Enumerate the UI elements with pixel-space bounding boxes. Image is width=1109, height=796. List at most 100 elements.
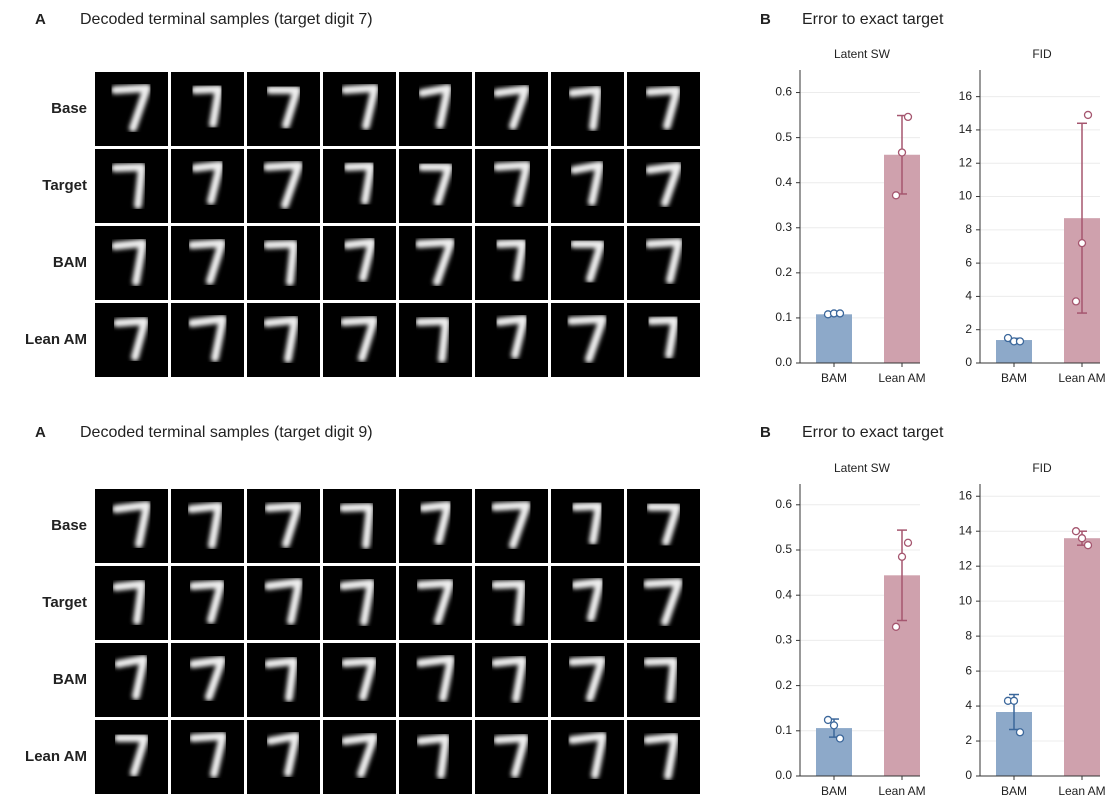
image-background bbox=[323, 149, 396, 223]
image-background bbox=[171, 720, 244, 794]
sample-image bbox=[399, 720, 472, 794]
chart-title: Latent SW bbox=[834, 461, 891, 475]
data-point bbox=[1017, 338, 1024, 345]
x-tick-label: BAM bbox=[1001, 371, 1027, 385]
sample-image bbox=[627, 720, 700, 794]
sample-image bbox=[551, 489, 624, 563]
data-point bbox=[1085, 111, 1092, 118]
y-tick-label: 0.3 bbox=[775, 633, 792, 647]
x-tick-label: BAM bbox=[1001, 784, 1027, 796]
image-background bbox=[475, 489, 548, 563]
y-tick-label: 2 bbox=[965, 322, 972, 336]
sample-image bbox=[171, 303, 244, 377]
image-background bbox=[399, 489, 472, 563]
sample-image bbox=[323, 720, 396, 794]
panel-letter: B bbox=[760, 424, 771, 441]
y-tick-label: 0.6 bbox=[775, 85, 792, 99]
data-point bbox=[893, 623, 900, 630]
sample-image bbox=[323, 643, 396, 717]
sample-image bbox=[323, 226, 396, 300]
y-tick-label: 0.6 bbox=[775, 497, 792, 511]
sample-image bbox=[247, 489, 320, 563]
sample-image bbox=[247, 566, 320, 640]
image-background bbox=[627, 489, 700, 563]
y-tick-label: 0.1 bbox=[775, 723, 792, 737]
image-background bbox=[475, 566, 548, 640]
image-background bbox=[627, 149, 700, 223]
sample-image bbox=[475, 489, 548, 563]
y-tick-label: 14 bbox=[959, 122, 973, 136]
image-background bbox=[399, 72, 472, 146]
sample-image bbox=[399, 149, 472, 223]
data-point bbox=[1079, 240, 1086, 247]
y-tick-label: 16 bbox=[959, 488, 973, 502]
sample-image bbox=[323, 566, 396, 640]
sample-image bbox=[247, 643, 320, 717]
data-point bbox=[893, 192, 900, 199]
y-tick-label: 0.2 bbox=[775, 265, 792, 279]
sample-image bbox=[399, 226, 472, 300]
image-background bbox=[475, 226, 548, 300]
image-background bbox=[627, 643, 700, 717]
image-background bbox=[627, 720, 700, 794]
panel-title: Error to exact target bbox=[802, 11, 944, 28]
sample-image bbox=[323, 149, 396, 223]
data-point bbox=[831, 722, 838, 729]
data-point bbox=[905, 113, 912, 120]
y-tick-label: 0.2 bbox=[775, 678, 792, 692]
y-tick-label: 6 bbox=[965, 255, 972, 269]
image-background bbox=[627, 303, 700, 377]
sample-image bbox=[475, 149, 548, 223]
row-label: Lean AM bbox=[25, 331, 87, 348]
panel-letter: A bbox=[35, 424, 46, 441]
image-background bbox=[551, 566, 624, 640]
x-tick-label: Lean AM bbox=[878, 784, 925, 796]
image-background bbox=[247, 643, 320, 717]
data-point bbox=[837, 310, 844, 317]
image-background bbox=[247, 72, 320, 146]
y-tick-label: 0.1 bbox=[775, 310, 792, 324]
sample-image bbox=[627, 226, 700, 300]
image-background bbox=[551, 149, 624, 223]
image-background bbox=[95, 72, 168, 146]
y-tick-label: 0.3 bbox=[775, 220, 792, 234]
chart-title: FID bbox=[1032, 47, 1052, 61]
image-background bbox=[171, 566, 244, 640]
image-background bbox=[95, 226, 168, 300]
sample-image bbox=[627, 643, 700, 717]
sample-image bbox=[551, 72, 624, 146]
panel-title: Decoded terminal samples (target digit 9… bbox=[80, 424, 373, 441]
data-point bbox=[825, 716, 832, 723]
image-background bbox=[475, 303, 548, 377]
x-tick-label: Lean AM bbox=[1058, 371, 1105, 385]
y-tick-label: 12 bbox=[959, 558, 973, 572]
image-background bbox=[247, 566, 320, 640]
sample-image bbox=[95, 566, 168, 640]
y-tick-label: 0 bbox=[965, 355, 972, 369]
image-background bbox=[95, 566, 168, 640]
data-point bbox=[1011, 697, 1018, 704]
image-background bbox=[627, 72, 700, 146]
sample-image bbox=[551, 643, 624, 717]
sample-image bbox=[627, 489, 700, 563]
x-tick-label: Lean AM bbox=[1058, 784, 1105, 796]
image-background bbox=[475, 720, 548, 794]
image-background bbox=[95, 720, 168, 794]
row-label: BAM bbox=[53, 254, 87, 271]
image-background bbox=[323, 566, 396, 640]
row-label: Target bbox=[42, 594, 87, 611]
sample-image bbox=[95, 149, 168, 223]
image-background bbox=[323, 226, 396, 300]
figure: A Decoded terminal samples (target digit … bbox=[0, 0, 1109, 796]
row-label: Target bbox=[42, 177, 87, 194]
y-tick-label: 4 bbox=[965, 698, 972, 712]
image-background bbox=[171, 643, 244, 717]
sample-image bbox=[399, 489, 472, 563]
sample-image bbox=[551, 303, 624, 377]
image-background bbox=[323, 72, 396, 146]
data-point bbox=[1073, 528, 1080, 535]
image-background bbox=[247, 720, 320, 794]
sample-image bbox=[475, 720, 548, 794]
image-background bbox=[475, 72, 548, 146]
image-background bbox=[399, 643, 472, 717]
